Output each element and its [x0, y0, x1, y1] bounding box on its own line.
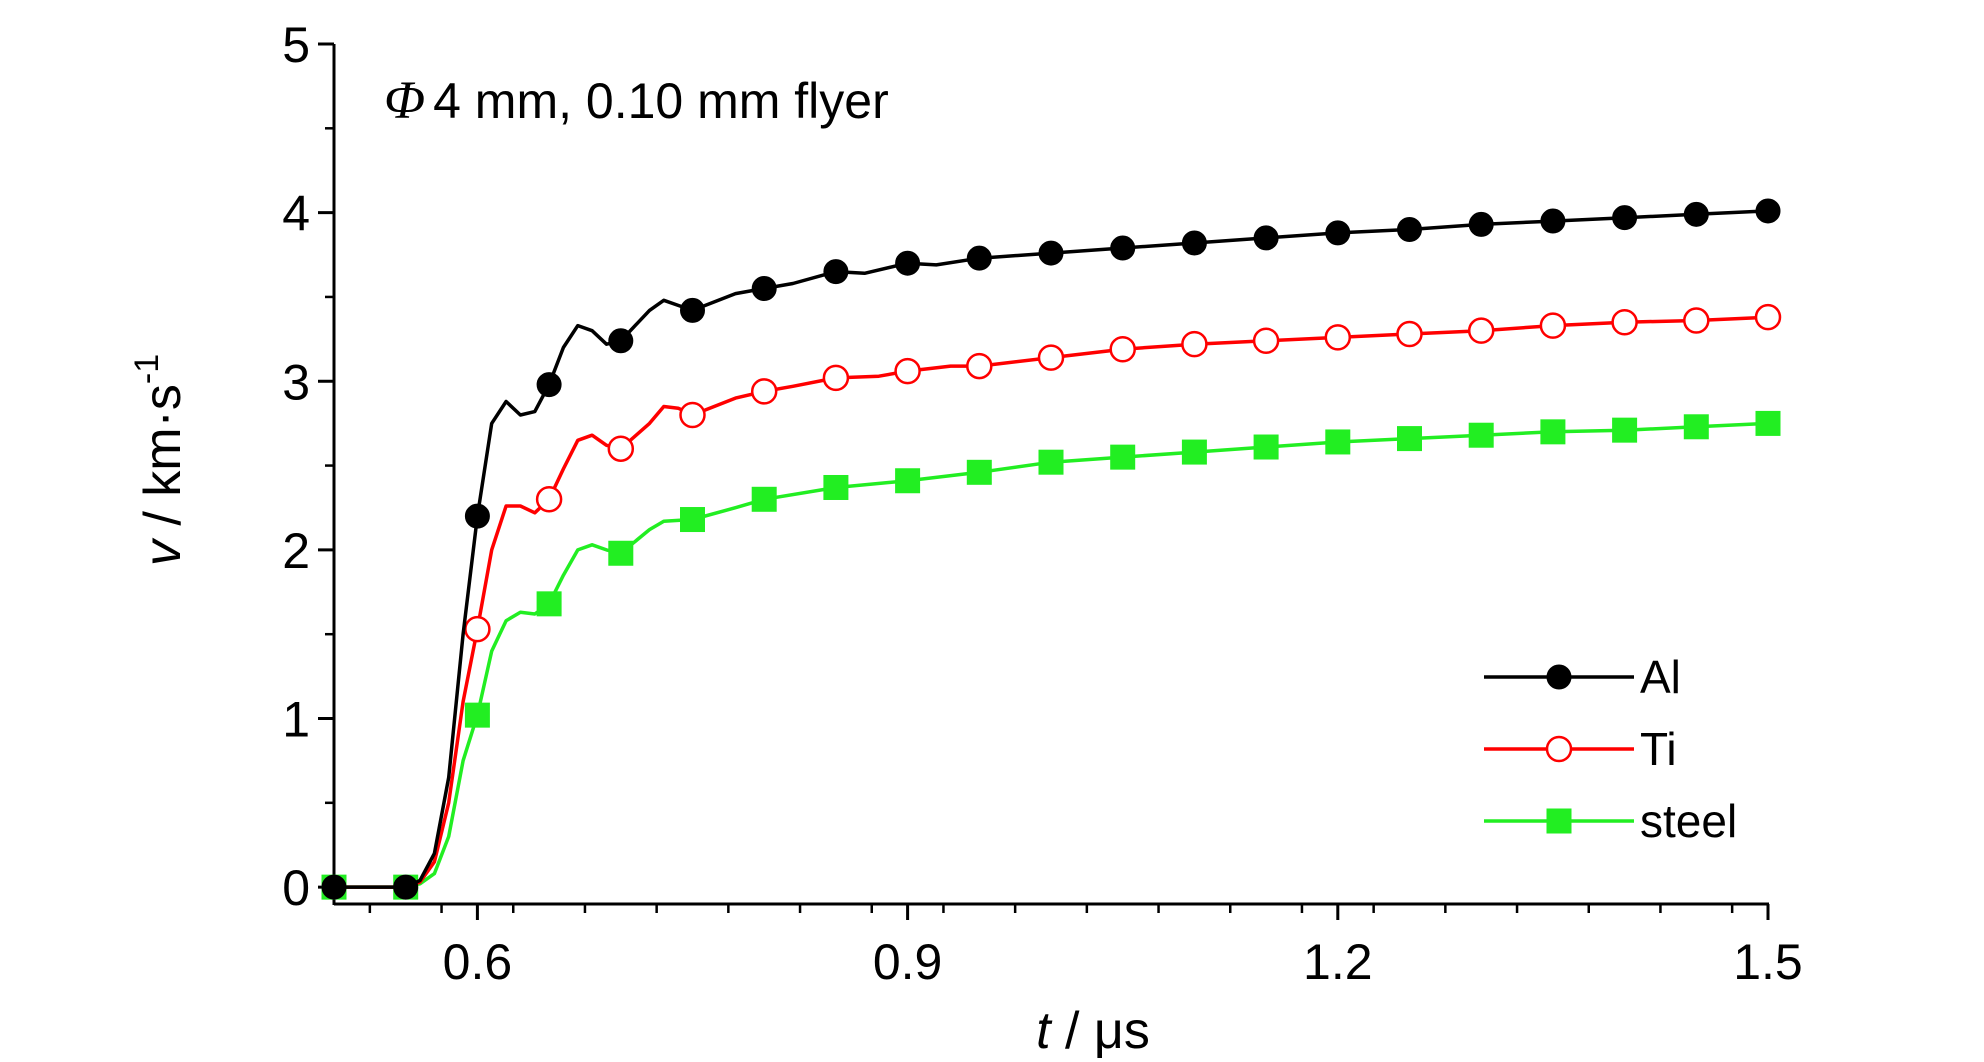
data-point-al: [464, 503, 490, 529]
data-point-al: [1325, 220, 1351, 246]
data-point-al: [1397, 216, 1422, 242]
data-point-ti: [1611, 308, 1638, 336]
data-point-ti: [1396, 320, 1423, 348]
data-point-ti: [1754, 303, 1782, 331]
y-axis-var: v: [134, 537, 192, 566]
data-point-ti: [535, 486, 563, 513]
data-point-steel: [1755, 410, 1781, 436]
y-tick-label: 2: [282, 523, 310, 579]
data-point-ti: [1252, 327, 1280, 355]
data-point-ti: [1683, 307, 1710, 334]
data-point-steel: [536, 591, 562, 617]
data-point-ti: [966, 352, 993, 380]
data-point-al: [966, 245, 992, 271]
data-point-steel: [823, 474, 849, 500]
x-axis-title: t / μs: [1036, 1002, 1150, 1060]
data-point-al: [1683, 201, 1709, 227]
data-point-ti: [464, 615, 491, 643]
data-point-al: [680, 297, 705, 323]
y-tick-label: 3: [282, 354, 310, 410]
data-point-steel: [1397, 426, 1422, 452]
data-point-al: [393, 874, 419, 900]
y-axis-sup: -1: [128, 354, 166, 384]
data-point-al: [536, 372, 562, 398]
data-point-al: [823, 259, 849, 285]
x-axis-var: t: [1036, 1002, 1053, 1060]
series-al: [334, 198, 1781, 900]
data-point-ti: [679, 401, 706, 429]
data-point-al: [751, 276, 777, 302]
annotation-symbol: Φ: [384, 70, 425, 130]
data-point-al: [1253, 225, 1279, 251]
legend-item-ti: Ti: [1484, 723, 1677, 775]
data-point-steel: [1683, 414, 1709, 440]
data-point-ti: [894, 357, 921, 385]
data-point-al: [1110, 235, 1136, 261]
axes: [318, 42, 1770, 920]
data-point-ti: [607, 435, 635, 462]
data-point-steel: [680, 507, 705, 533]
data-point-ti: [1467, 317, 1495, 344]
legend-item-al: Al: [1484, 651, 1681, 703]
legend-marker: [1546, 664, 1572, 690]
data-point-al: [1755, 198, 1781, 224]
legend-marker: [1546, 808, 1572, 834]
data-point-al: [1038, 240, 1064, 266]
y-axis-title: v / km·s-1: [128, 354, 192, 566]
y-axis-unit: / km·s: [134, 384, 192, 540]
tick-labels: 0.6 0.9 1.2 1.5 0 1 2 3 4 5: [282, 17, 1803, 990]
series-line-al: [334, 209, 1769, 889]
data-point-steel: [1038, 449, 1064, 475]
x-tick-label: 0.6: [443, 934, 513, 990]
data-point-steel: [1181, 439, 1207, 465]
data-point-steel: [1325, 429, 1351, 455]
data-point-al: [1181, 230, 1207, 256]
data-point-ti: [822, 364, 850, 392]
data-point-al: [321, 874, 347, 900]
series-layer: [321, 198, 1782, 900]
data-point-steel: [1110, 444, 1136, 470]
legend-label: steel: [1640, 795, 1737, 847]
data-point-al: [608, 328, 634, 354]
y-tick-label: 1: [282, 692, 310, 748]
y-tick-label: 4: [282, 186, 310, 242]
legend-item-steel: steel: [1484, 795, 1737, 847]
data-point-ti: [1037, 344, 1065, 371]
data-point-steel: [751, 486, 777, 512]
data-point-steel: [1612, 417, 1638, 443]
data-point-steel: [1468, 422, 1494, 448]
annotation-text: 4 mm, 0.10 mm flyer: [433, 73, 889, 129]
y-tick-label: 5: [282, 17, 310, 73]
x-tick-label: 0.9: [873, 934, 943, 990]
data-point-steel: [966, 459, 992, 485]
series-ti: [334, 303, 1782, 889]
data-point-ti: [1181, 330, 1208, 358]
data-point-ti: [1324, 324, 1352, 351]
data-point-ti: [1539, 312, 1567, 339]
y-tick-label: 0: [282, 860, 310, 916]
data-point-steel: [1540, 419, 1566, 445]
data-point-al: [1612, 205, 1638, 231]
data-point-ti: [1109, 335, 1136, 363]
data-point-steel: [464, 702, 490, 728]
x-tick-label: 1.5: [1733, 934, 1803, 990]
data-point-al: [1540, 208, 1566, 234]
legend-marker: [1545, 735, 1573, 763]
data-point-steel: [895, 468, 921, 494]
legend: Al Ti steel: [1484, 651, 1737, 847]
data-point-ti: [750, 378, 778, 405]
data-point-steel: [608, 540, 634, 566]
x-tick-label: 1.2: [1303, 934, 1373, 990]
legend-label: Ti: [1640, 723, 1677, 775]
x-axis-unit: / μs: [1051, 1002, 1150, 1060]
data-point-al: [1468, 211, 1494, 237]
data-point-al: [895, 250, 921, 276]
data-point-steel: [1253, 434, 1279, 460]
legend-label: Al: [1640, 651, 1681, 703]
